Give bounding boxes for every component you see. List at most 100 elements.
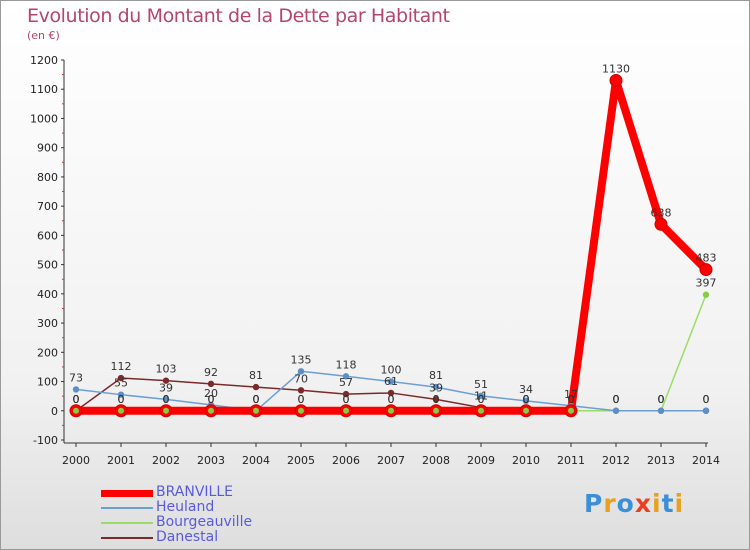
legend-swatch bbox=[101, 489, 153, 497]
chart-title: Evolution du Montant de la Dette par Hab… bbox=[27, 5, 450, 27]
data-label-bourgeauville: 0 bbox=[253, 393, 260, 406]
data-label-branville: 0 bbox=[73, 393, 80, 406]
legend-item-bourgeauville: Bourgeauville bbox=[101, 514, 321, 530]
logo-letter: r bbox=[603, 489, 617, 518]
data-label-bourgeauville: 0 bbox=[613, 393, 620, 406]
data-label-bourgeauville: 0 bbox=[433, 393, 440, 406]
legend-label: Heuland bbox=[156, 499, 215, 515]
data-label-branville: 0 bbox=[208, 393, 215, 406]
data-label-danestal: 11 bbox=[474, 390, 488, 403]
y-tick-label: 1000 bbox=[30, 112, 58, 125]
data-label-heuland: 0 bbox=[703, 393, 710, 406]
data-point-heuland bbox=[342, 373, 350, 380]
data-point-overlay bbox=[253, 407, 259, 414]
data-label-danestal: 70 bbox=[294, 372, 308, 385]
x-tick-label: 2000 bbox=[62, 454, 90, 467]
data-label-danestal: 57 bbox=[339, 376, 353, 389]
data-label-heuland: 34 bbox=[519, 383, 533, 396]
data-label-branville: 0 bbox=[523, 393, 530, 406]
legend-label: BRANVILLE bbox=[156, 484, 233, 500]
data-point-heuland bbox=[297, 368, 305, 375]
data-point-overlay bbox=[208, 407, 214, 414]
proxiti-logo: Proxiti bbox=[584, 489, 684, 518]
series-line-branville bbox=[72, 76, 710, 415]
data-label-heuland: 100 bbox=[381, 364, 402, 377]
legend-item-heuland: Heuland bbox=[101, 499, 321, 515]
y-tick-label: 1200 bbox=[30, 54, 58, 67]
data-point-overlay bbox=[388, 407, 394, 414]
data-point-overlay bbox=[568, 407, 574, 414]
data-point-heuland bbox=[162, 396, 170, 403]
data-point-danestal bbox=[207, 380, 215, 388]
x-tick-label: 2007 bbox=[377, 454, 405, 467]
logo-letter: P bbox=[584, 489, 604, 518]
data-point-overlay bbox=[73, 407, 79, 414]
x-tick-label: 2011 bbox=[557, 454, 585, 467]
data-point-danestal bbox=[342, 390, 350, 398]
data-point-branville bbox=[654, 217, 668, 231]
logo-letter: x bbox=[634, 489, 652, 518]
x-tick-label: 2010 bbox=[512, 454, 540, 467]
data-label-heuland: 81 bbox=[429, 369, 443, 382]
data-point-overlay bbox=[433, 407, 439, 414]
logo-letter: o bbox=[616, 489, 635, 518]
y-tick-label: -100 bbox=[33, 434, 58, 447]
data-label-bourgeauville: 0 bbox=[208, 393, 215, 406]
data-label-danestal: 112 bbox=[111, 360, 132, 373]
data-label-branville: 0 bbox=[163, 393, 170, 406]
legend-swatch bbox=[101, 507, 153, 509]
legend: BRANVILLE Heuland Bourgeauville Danestal bbox=[101, 484, 321, 545]
data-point-heuland bbox=[432, 383, 440, 391]
data-label-bourgeauville: 0 bbox=[73, 393, 80, 406]
data-label-branville: 638 bbox=[651, 206, 672, 219]
data-label-bourgeauville: 0 bbox=[298, 393, 305, 406]
data-point-heuland bbox=[477, 392, 485, 400]
data-label-branville: 0 bbox=[568, 393, 575, 406]
data-label-heuland: 0 bbox=[658, 393, 665, 406]
data-point-bourgeauville bbox=[702, 291, 710, 298]
data-label-bourgeauville: 0 bbox=[388, 393, 395, 406]
data-point-overlay bbox=[298, 407, 304, 414]
data-label-heuland: 118 bbox=[336, 358, 357, 371]
data-label-heuland: 51 bbox=[474, 378, 488, 391]
logo-letter: i bbox=[652, 489, 662, 518]
data-label-danestal: 103 bbox=[156, 363, 177, 376]
data-point-danestal bbox=[117, 374, 125, 382]
data-point-heuland bbox=[612, 407, 620, 414]
data-label-branville: 483 bbox=[696, 252, 717, 265]
y-tick-label: 800 bbox=[37, 171, 58, 184]
data-point-danestal bbox=[297, 387, 305, 394]
data-point-overlay bbox=[163, 407, 169, 414]
data-label-branville: 0 bbox=[253, 393, 260, 406]
data-label-danestal: 39 bbox=[429, 381, 443, 394]
x-tick-label: 2002 bbox=[152, 454, 180, 467]
data-label-heuland: 0 bbox=[613, 393, 620, 406]
data-label-bourgeauville: 0 bbox=[343, 393, 350, 406]
legend-item-danestal: Danestal bbox=[101, 529, 321, 545]
data-label-heuland: 55 bbox=[114, 377, 128, 390]
x-tick-label: 2001 bbox=[107, 454, 135, 467]
y-tick-label: 900 bbox=[37, 142, 58, 155]
data-label-branville: 0 bbox=[298, 393, 305, 406]
data-point-heuland bbox=[117, 391, 125, 398]
data-point-heuland bbox=[702, 407, 710, 414]
data-point-heuland bbox=[387, 378, 395, 385]
y-tick-label: 100 bbox=[37, 376, 58, 389]
data-point-overlay bbox=[343, 407, 349, 414]
data-label-branville: 0 bbox=[343, 393, 350, 406]
legend-swatch bbox=[101, 537, 153, 539]
data-label-bourgeauville: 0 bbox=[118, 393, 125, 406]
data-label-danestal: 92 bbox=[204, 366, 218, 379]
data-label-heuland: 20 bbox=[204, 387, 218, 400]
y-tick-label: 0 bbox=[51, 405, 58, 418]
data-point-overlay bbox=[118, 407, 124, 414]
data-point-heuland bbox=[72, 386, 80, 393]
data-point-danestal bbox=[432, 396, 440, 403]
data-point-branville bbox=[609, 73, 623, 87]
legend-label: Bourgeauville bbox=[156, 514, 253, 530]
data-label-danestal: 81 bbox=[249, 369, 263, 382]
data-label-branville: 0 bbox=[433, 393, 440, 406]
x-tick-label: 2003 bbox=[197, 454, 225, 467]
y-tick-label: 700 bbox=[37, 200, 58, 213]
